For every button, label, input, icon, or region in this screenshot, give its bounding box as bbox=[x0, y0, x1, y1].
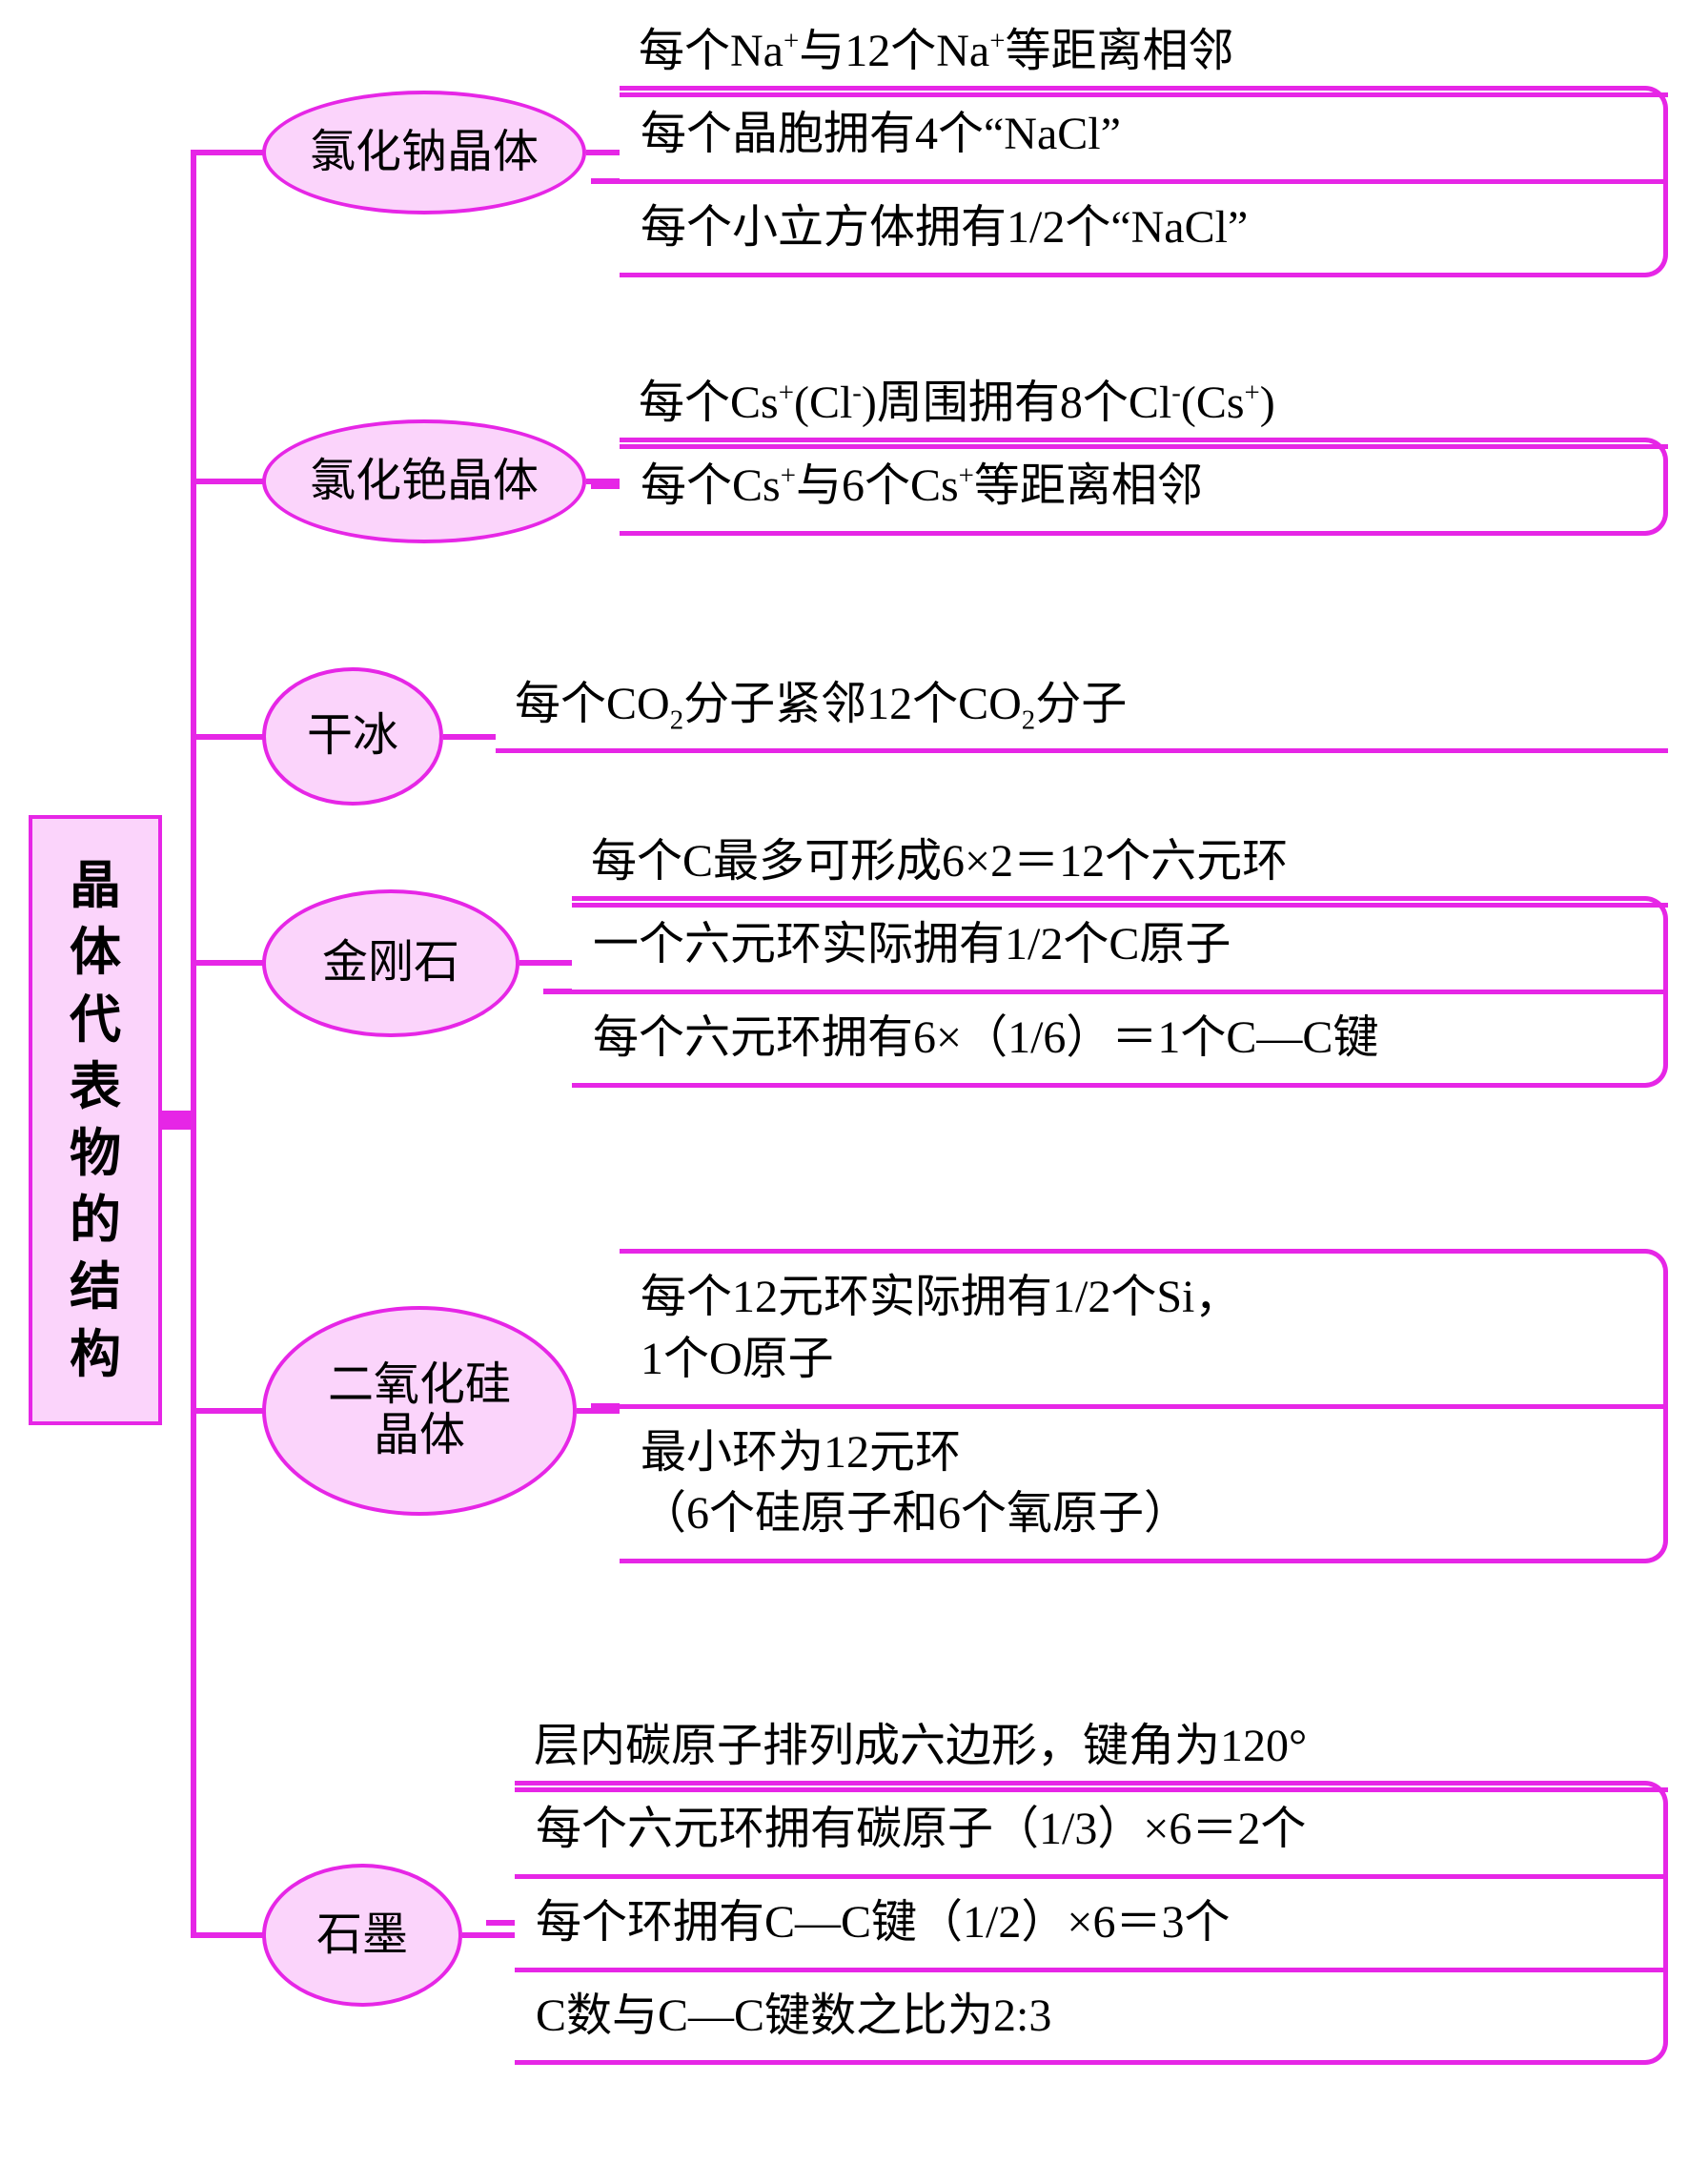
root-char: 代 bbox=[70, 987, 121, 1053]
root-char: 物 bbox=[70, 1120, 121, 1187]
nacl-lone: 每个Na+与12个Na+等距离相邻 bbox=[620, 11, 1668, 97]
nacl-row: 每个晶胞拥有4个“NaCl” bbox=[620, 91, 1663, 184]
root-char: 结 bbox=[70, 1254, 121, 1320]
diamond-lone: 每个C最多可形成6×2＝12个六元环 bbox=[572, 822, 1668, 908]
node-diamond: 金刚石 bbox=[262, 889, 519, 1037]
branch-line bbox=[191, 479, 267, 484]
root-char: 的 bbox=[70, 1187, 121, 1254]
trunk-line bbox=[191, 153, 196, 1120]
root-char: 体 bbox=[70, 919, 121, 986]
branch-line bbox=[519, 960, 572, 966]
diamond-row: 每个六元环拥有6×（1/6）＝1个C—C键 bbox=[572, 994, 1663, 1083]
graphite-bracket: 每个六元环拥有碳原子（1/3）×6＝2个 每个环拥有C—C键（1/2）×6＝3个… bbox=[515, 1781, 1668, 2065]
branch-line bbox=[462, 1932, 515, 1938]
node-sio2-label: 二氧化硅 晶体 bbox=[328, 1360, 511, 1461]
root-connector bbox=[162, 1111, 191, 1130]
node-diamond-label: 金刚石 bbox=[322, 938, 459, 989]
graphite-row: C数与C—C键数之比为2:3 bbox=[515, 1972, 1663, 2061]
branch-line bbox=[191, 1932, 267, 1938]
root-box: 晶 体 代 表 物 的 结 构 bbox=[29, 815, 162, 1425]
trunk-line bbox=[191, 1120, 196, 1935]
sio2-row: 每个12元环实际拥有1/2个Si，1个O原子 bbox=[620, 1254, 1663, 1409]
branch-line bbox=[191, 960, 267, 966]
root-char: 构 bbox=[70, 1321, 121, 1388]
node-nacl-label: 氯化钠晶体 bbox=[310, 128, 539, 178]
cscl-row: 每个Cs+与6个Cs+等距离相邻 bbox=[620, 442, 1663, 531]
branch-line bbox=[443, 734, 496, 740]
sio2-row: 最小环为12元环（6个硅原子和6个氧原子） bbox=[620, 1409, 1663, 1560]
branch-line bbox=[191, 150, 267, 155]
node-cscl-label: 氯化铯晶体 bbox=[310, 457, 539, 507]
diamond-row: 一个六元环实际拥有1/2个C原子 bbox=[572, 901, 1663, 994]
root-char: 表 bbox=[70, 1053, 121, 1120]
node-nacl: 氯化钠晶体 bbox=[262, 91, 586, 214]
node-graphite: 石墨 bbox=[262, 1864, 462, 2007]
sio2-bracket: 每个12元环实际拥有1/2个Si，1个O原子 最小环为12元环（6个硅原子和6个… bbox=[620, 1249, 1668, 1563]
diamond-bracket: 一个六元环实际拥有1/2个C原子 每个六元环拥有6×（1/6）＝1个C—C键 bbox=[572, 896, 1668, 1088]
graphite-row: 每个环拥有C—C键（1/2）×6＝3个 bbox=[515, 1879, 1663, 1972]
node-dryice: 干冰 bbox=[262, 667, 443, 806]
graphite-row: 每个六元环拥有碳原子（1/3）×6＝2个 bbox=[515, 1786, 1663, 1879]
branch-line bbox=[586, 150, 620, 155]
cscl-lone: 每个Cs+(Cl-)周围拥有8个Cl-(Cs+) bbox=[620, 363, 1668, 449]
root-char: 晶 bbox=[70, 852, 121, 919]
node-graphite-label: 石墨 bbox=[316, 1910, 408, 1961]
graphite-lone: 层内碳原子排列成六边形，键角为120° bbox=[515, 1706, 1668, 1792]
dryice-lone: 每个CO2分子紧邻12个CO2分子 bbox=[496, 664, 1668, 753]
nacl-bracket: 每个晶胞拥有4个“NaCl” 每个小立方体拥有1/2个“NaCl” bbox=[620, 86, 1668, 277]
node-cscl: 氯化铯晶体 bbox=[262, 419, 586, 543]
node-sio2: 二氧化硅 晶体 bbox=[262, 1306, 577, 1516]
cscl-bracket: 每个Cs+与6个Cs+等距离相邻 bbox=[620, 438, 1668, 536]
node-dryice-label: 干冰 bbox=[307, 711, 398, 762]
nacl-row: 每个小立方体拥有1/2个“NaCl” bbox=[620, 184, 1663, 273]
branch-line bbox=[191, 1408, 267, 1414]
branch-line bbox=[191, 734, 267, 740]
